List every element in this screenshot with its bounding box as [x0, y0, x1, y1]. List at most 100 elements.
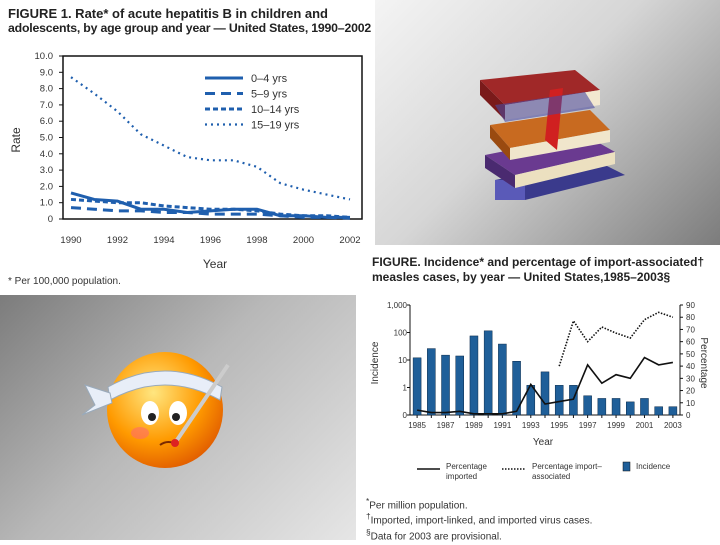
incidence-bar — [498, 343, 507, 416]
y-tick-label: 5.0 — [40, 133, 53, 144]
legend-label: 10–14 yrs — [251, 104, 300, 116]
x-tick-label: 1993 — [522, 421, 540, 430]
incidence-bar — [469, 335, 479, 416]
y-right-tick-label: 90 — [686, 301, 695, 310]
incidence-bar — [412, 357, 422, 416]
legend-assoc-l1: Percentage import– — [532, 462, 602, 471]
y-right-tick-label: 30 — [686, 374, 695, 383]
y-right-tick-label: 70 — [686, 325, 695, 334]
chart1-y-label: Rate — [9, 127, 23, 153]
chart2-x-label: Year — [533, 437, 554, 448]
incidence-bar — [597, 398, 607, 416]
footnote-1: *Per million population. — [366, 496, 592, 511]
books-clipart-panel — [375, 0, 720, 245]
chart1-footnote: * Per 100,000 population. — [8, 276, 121, 287]
incidence-bar — [554, 385, 564, 416]
y-tick-label: 9.0 — [40, 67, 53, 78]
y-left-tick-label: 10 — [398, 356, 407, 365]
footnote-text: Imported, import-linked, and imported vi… — [370, 515, 593, 527]
incidence-bar — [583, 395, 592, 416]
legend-label: 5–9 yrs — [251, 89, 288, 101]
x-tick-label: 2003 — [664, 421, 682, 430]
y-right-tick-label: 80 — [686, 313, 695, 322]
footnote-3: §Data for 2003 are provisional. — [366, 527, 592, 542]
footnote-text: Data for 2003 are provisional. — [370, 530, 502, 542]
y-tick-label: 0 — [48, 214, 53, 225]
chart2-footnotes: *Per million population. †Imported, impo… — [366, 496, 592, 542]
x-tick-label: 2000 — [293, 235, 314, 246]
x-tick-label: 1987 — [437, 421, 455, 430]
x-tick-label: 1992 — [107, 235, 128, 246]
percentage-imported-line — [416, 356, 674, 415]
sick-face-clipart-panel — [0, 295, 356, 540]
x-tick-label: 1985 — [408, 421, 426, 430]
series-line-3 — [70, 76, 351, 201]
footnote-mark: § — [366, 526, 371, 537]
incidence-bar — [540, 371, 550, 416]
measles-combo-chart: 0 1 10 100 1,000 0 10 20 30 40 50 60 70 80 90 1985 1987 1… — [370, 301, 709, 481]
y-left-tick-label: 100 — [394, 329, 408, 338]
x-tick-label: 1990 — [60, 235, 81, 246]
y-left-tick-label: 1,000 — [387, 301, 408, 310]
legend-label: 15–19 yrs — [251, 120, 300, 132]
y-tick-label: 10.0 — [35, 51, 54, 62]
incidence-bar — [654, 406, 663, 416]
y-left-tick-label: 0 — [403, 411, 408, 420]
plot-frame — [62, 55, 363, 220]
series-line-0 — [70, 191, 350, 219]
chart2-title-line2: measles cases, by year — United States,1… — [372, 270, 671, 284]
measles-chart-panel: FIGURE. Incidence* and percentage of imp… — [360, 245, 720, 542]
x-tick-label: 1998 — [246, 235, 267, 246]
x-tick-label: 1995 — [550, 421, 568, 430]
series-line-2 — [70, 197, 351, 219]
x-tick-label: 1991 — [493, 421, 511, 430]
incidence-bar — [455, 355, 464, 416]
legend-swatch-incidence — [622, 461, 631, 472]
sick-face-icon — [81, 352, 230, 468]
books-icon — [480, 70, 625, 200]
y-tick-label: 2.0 — [40, 181, 53, 192]
legend-label: 0–4 yrs — [251, 73, 288, 85]
series-line-1 — [70, 206, 351, 220]
y-tick-label: 8.0 — [40, 84, 53, 95]
x-tick-label: 1997 — [579, 421, 597, 430]
y-right-tick-label: 40 — [686, 362, 695, 371]
footnote-2: †Imported, import-linked, and imported v… — [366, 511, 592, 526]
legend-imported-l2: imported — [446, 472, 477, 481]
y-tick-label: 7.0 — [40, 100, 53, 111]
y-tick-label: 6.0 — [40, 116, 53, 127]
chart2-y-right-label: Percentage — [698, 337, 709, 389]
chart2-title-line1: FIGURE. Incidence* and percentage of imp… — [372, 255, 705, 269]
incidence-bar — [441, 354, 450, 416]
incidence-bar — [611, 398, 621, 416]
percentage-import-associated-line — [558, 311, 674, 367]
x-tick-label: 1989 — [465, 421, 483, 430]
hepatitis-line-chart: 0 1.0 2.0 3.0 4.0 5.0 6.0 7.0 8.0 9.0 10.0 1990 1992… — [9, 51, 363, 271]
hepatitis-chart-panel: FIGURE 1. Rate* of acute hepatitis B in … — [0, 0, 372, 295]
chart1-title-line1: FIGURE 1. Rate* of acute hepatitis B in … — [8, 6, 328, 21]
legend-incidence: Incidence — [636, 462, 671, 471]
legend-assoc-l2: associated — [532, 472, 570, 481]
incidence-bar — [668, 406, 678, 416]
y-right-tick-label: 60 — [686, 338, 695, 347]
x-tick-label: 1996 — [200, 235, 221, 246]
x-tick-label: 2001 — [636, 421, 654, 430]
legend-imported-l1: Percentage — [446, 462, 487, 471]
chart1-title-line2: adolescents, by age group and year — Uni… — [8, 21, 372, 35]
incidence-bar — [640, 398, 649, 416]
incidence-bar — [626, 401, 635, 416]
y-left-tick-label: 1 — [403, 384, 408, 393]
footnote-text: Per million population. — [369, 500, 468, 512]
footnote-mark: * — [366, 496, 370, 506]
y-right-tick-label: 50 — [686, 350, 695, 359]
y-tick-label: 4.0 — [40, 149, 53, 160]
y-tick-label: 3.0 — [40, 165, 53, 176]
y-right-tick-label: 0 — [686, 411, 691, 420]
incidence-bar — [483, 330, 493, 416]
x-tick-label: 1999 — [607, 421, 625, 430]
chart1-x-label: Year — [203, 257, 227, 271]
y-tick-label: 1.0 — [40, 198, 53, 209]
x-tick-label: 2002 — [339, 235, 360, 246]
footnote-mark: † — [366, 511, 371, 522]
chart2-y-label: Incidence — [370, 341, 381, 384]
